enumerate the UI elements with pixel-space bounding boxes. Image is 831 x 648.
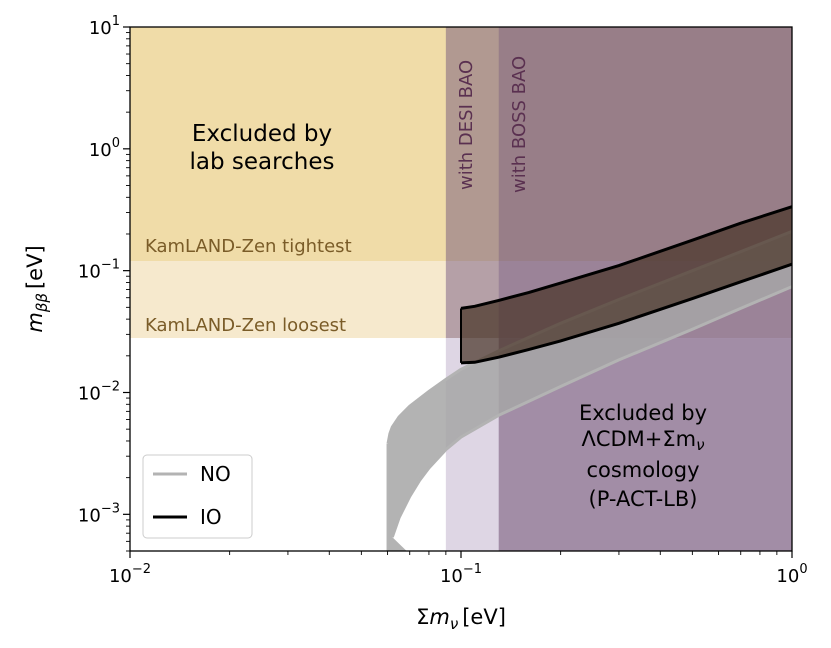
region-lab-tightest [130,27,792,262]
cosmo-annotation-line3: cosmology [586,458,699,482]
x-tick-label: 100 [776,562,807,587]
y-tick-base: 10 [89,18,112,39]
y-tick-exp: 0 [112,136,120,151]
IO-band [461,206,792,363]
lab-annotation-line2: lab searches [190,149,335,175]
NO-band [388,231,792,551]
bands-clipped [386,205,792,551]
y-axis-label-sub: ββ [33,293,51,314]
cosmo-annotation-line1: Excluded by [579,401,707,425]
cosmo-annotation-line2-sub: ν [696,436,704,454]
kamland-tightest-label: KamLAND-Zen tightest [145,236,352,257]
y-axis-label-sym: m [23,312,47,332]
x-tick-exp: −1 [463,562,482,577]
x-tick-base: 10 [440,566,463,587]
x-tick-base: 10 [776,566,799,587]
y-tick-exp: 1 [112,14,120,29]
y-tick-base: 10 [78,262,101,283]
y-tick-exp: −3 [101,501,120,516]
cosmo-annotation-line2-main: ΛCDM+Σm [581,427,696,451]
x-axis-label-sub: ν [450,615,458,633]
x-axis-label-sym: Σ [416,605,429,629]
x-tick-label: 10−2 [109,562,151,587]
desi-bao-label: with DESI BAO [456,60,477,190]
y-tick-exp: −1 [101,258,120,273]
x-tick-label: 10−1 [440,562,482,587]
y-tick-base: 10 [78,383,101,404]
legend-label-NO: NO [200,462,231,486]
legend-label-IO: IO [200,505,222,529]
y-tick-label: 10−2 [78,379,120,404]
boss-bao-label: with BOSS BAO [509,56,530,193]
cosmo-annotation-line4: (P-ACT-LB) [589,487,698,511]
y-tick-label: 100 [89,136,120,161]
y-axis-label: mββ [eV] [23,245,51,332]
NO-lower-line [390,285,792,538]
y-tick-base: 10 [78,505,101,526]
mass-ordering-bands [386,205,792,551]
legend: NO IO [142,454,253,539]
y-axis-label-unit: [eV] [23,245,47,289]
cosmo-annotation-line2: ΛCDM+Σmν [581,427,704,454]
x-tick-exp: 0 [799,562,807,577]
x-axis-label: Σmν [eV] [416,605,506,633]
IO-lower-line [460,262,792,365]
y-tick-label: 10−3 [78,501,120,526]
kamland-loosest-label: KamLAND-Zen loosest [145,315,346,336]
x-tick-exp: −2 [132,562,151,577]
y-tick-label: 10−1 [78,258,120,283]
x-axis-label-m: m [429,605,449,629]
IO-upper-line [460,205,792,310]
y-tick-label: 101 [89,14,120,39]
x-axis-label-unit: [eV] [462,605,506,629]
lab-annotation-line1: Excluded by [192,121,332,147]
x-tick-base: 10 [109,566,132,587]
y-tick-base: 10 [89,140,112,161]
y-tick-exp: −2 [101,379,120,394]
legend-box [142,454,253,539]
